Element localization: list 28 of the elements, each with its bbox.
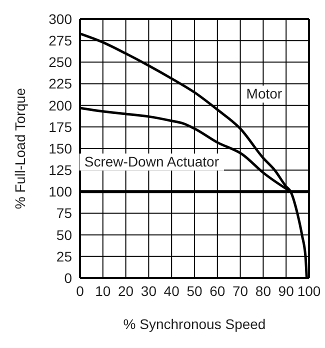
- x-tick-label: 90: [278, 282, 294, 299]
- y-tick-label: 250: [48, 54, 72, 70]
- x-tick-label: 80: [255, 282, 272, 299]
- y-tick-label: 100: [48, 184, 72, 200]
- y-tick-label: 0: [64, 270, 72, 286]
- y-tick-label: 25: [56, 248, 72, 264]
- x-tick-label: 50: [186, 282, 202, 299]
- y-tick-label: 150: [48, 140, 72, 156]
- y-tick-label: 50: [56, 226, 72, 243]
- x-tick-label: 20: [118, 282, 134, 299]
- y-tick-label: 125: [48, 162, 72, 178]
- x-tick-label: 10: [95, 282, 111, 299]
- series-label: Motor: [246, 86, 282, 102]
- x-tick-label: 40: [164, 282, 180, 299]
- y-tick-label: 225: [48, 76, 72, 92]
- x-tick-label: 70: [232, 282, 248, 299]
- x-tick-label: 0: [76, 282, 84, 299]
- y-tick-label: 175: [48, 118, 72, 135]
- y-tick-label: 275: [48, 32, 72, 49]
- series-label: Screw-Down Actuator: [84, 154, 220, 170]
- x-tick-label: 100: [297, 282, 321, 299]
- y-tick-label: 75: [56, 205, 72, 222]
- x-tick-label: 60: [210, 282, 226, 299]
- y-axis-title: % Full-Load Torque: [12, 88, 28, 210]
- x-tick-label: 30: [140, 282, 157, 299]
- y-tick-label: 300: [48, 10, 72, 27]
- y-tick-label: 200: [48, 97, 72, 114]
- x-axis-title: % Synchronous Speed: [123, 316, 266, 332]
